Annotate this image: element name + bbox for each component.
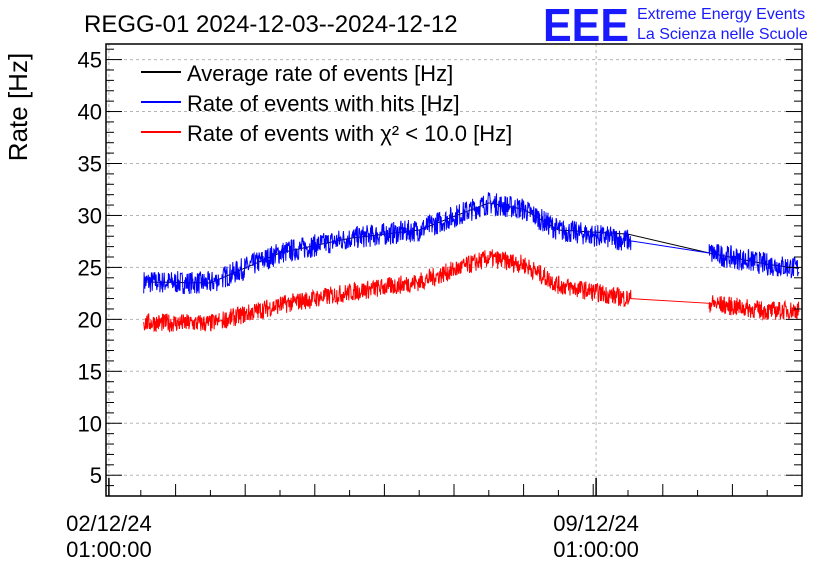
logo-mark: EEE xyxy=(543,0,629,51)
logo-line1: Extreme Energy Events xyxy=(637,6,805,23)
axis-ticks xyxy=(105,48,803,497)
y-tick-label: 10 xyxy=(78,411,102,436)
chart-title: REGG-01 2024-12-03--2024-12-12 xyxy=(84,11,458,38)
x-tick-label-date: 09/12/24 xyxy=(553,511,639,536)
y-tick-label: 25 xyxy=(78,255,102,280)
legend-label: Rate of events with hits [Hz] xyxy=(187,91,460,116)
y-tick-label: 20 xyxy=(78,307,102,332)
y-axis-title: Rate [Hz] xyxy=(3,53,33,161)
x-tick-label-time: 01:00:00 xyxy=(553,537,639,562)
axis-labels: 5101520253035404502/12/2401:00:0009/12/2… xyxy=(66,48,639,562)
series-group xyxy=(143,192,800,333)
eee-logo: EEE Extreme Energy Events La Scienza nel… xyxy=(543,0,808,51)
x-tick-label-time: 01:00:00 xyxy=(66,537,152,562)
legend: Average rate of events [Hz] Rate of event… xyxy=(141,61,512,146)
y-tick-label: 40 xyxy=(78,100,102,125)
logo-line2: La Scienza nelle Scuole xyxy=(637,26,808,43)
y-tick-label: 5 xyxy=(90,463,102,488)
y-tick-label: 30 xyxy=(78,203,102,228)
y-tick-label: 35 xyxy=(78,151,102,176)
series-line-3 xyxy=(143,249,800,333)
y-tick-label: 15 xyxy=(78,359,102,384)
legend-label: Rate of events with χ² < 10.0 [Hz] xyxy=(187,121,512,146)
grid xyxy=(106,44,802,496)
y-tick-label: 45 xyxy=(78,48,102,73)
legend-label: Average rate of events [Hz] xyxy=(187,61,453,86)
series-line-2 xyxy=(143,192,800,295)
x-tick-label-date: 02/12/24 xyxy=(66,511,152,536)
